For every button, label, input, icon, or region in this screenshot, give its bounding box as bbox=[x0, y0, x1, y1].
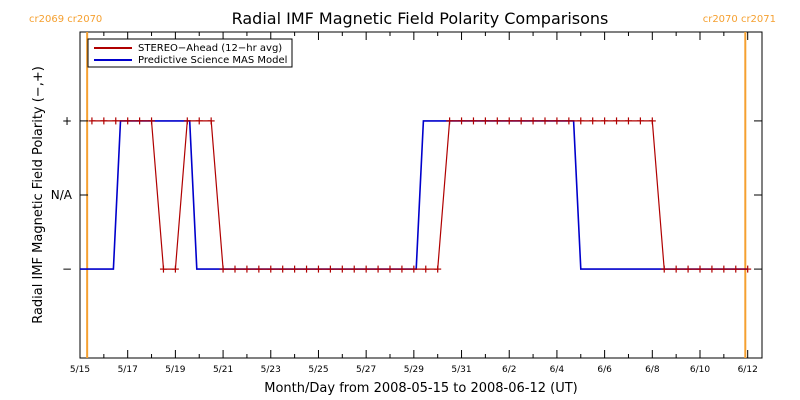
y-tick-label: N/A bbox=[51, 188, 73, 202]
data-point bbox=[398, 265, 406, 273]
data-point bbox=[362, 265, 370, 273]
x-tick-label: 5/25 bbox=[308, 365, 328, 375]
chart-title: Radial IMF Magnetic Field Polarity Compa… bbox=[232, 9, 609, 28]
series-group bbox=[80, 117, 752, 273]
y-tick-labels: − N/A + bbox=[51, 114, 73, 276]
data-point bbox=[207, 117, 215, 125]
data-point bbox=[386, 265, 394, 273]
data-point bbox=[136, 117, 144, 125]
data-point bbox=[171, 265, 179, 273]
data-point bbox=[279, 265, 287, 273]
data-point bbox=[183, 117, 191, 125]
rotation-label-left: cr2069 cr2070 bbox=[29, 14, 102, 25]
legend-label-model: Predictive Science MAS Model bbox=[138, 55, 287, 66]
data-point bbox=[469, 117, 477, 125]
data-point bbox=[243, 265, 251, 273]
data-point bbox=[481, 117, 489, 125]
data-point bbox=[195, 117, 203, 125]
x-tick-label: 6/12 bbox=[738, 365, 758, 375]
data-point bbox=[314, 265, 322, 273]
data-point bbox=[422, 265, 430, 273]
x-tick-label: 5/23 bbox=[261, 365, 281, 375]
x-tick-label: 5/31 bbox=[451, 365, 471, 375]
data-point bbox=[159, 265, 167, 273]
data-point bbox=[100, 117, 108, 125]
y-tick-label: + bbox=[62, 114, 72, 128]
legend-box bbox=[87, 38, 293, 68]
x-tick-label: 5/29 bbox=[404, 365, 424, 375]
data-point bbox=[636, 117, 644, 125]
data-point bbox=[613, 117, 621, 125]
data-point bbox=[648, 117, 656, 125]
data-point bbox=[303, 265, 311, 273]
data-point bbox=[624, 117, 632, 125]
data-point bbox=[410, 265, 418, 273]
data-point bbox=[88, 117, 96, 125]
rotation-lines bbox=[86, 32, 747, 358]
data-point bbox=[517, 117, 525, 125]
data-point bbox=[696, 265, 704, 273]
data-point bbox=[672, 265, 680, 273]
data-point bbox=[219, 265, 227, 273]
data-point bbox=[720, 265, 728, 273]
x-tick-label: 5/15 bbox=[70, 365, 90, 375]
y-tick-label: − bbox=[62, 262, 72, 276]
data-point bbox=[434, 265, 442, 273]
legend: STEREO−Ahead (12−hr avg) Predictive Scie… bbox=[87, 38, 293, 68]
x-tick-label: 5/17 bbox=[118, 365, 138, 375]
x-tick-label: 6/4 bbox=[550, 365, 565, 375]
data-point bbox=[684, 265, 692, 273]
data-point bbox=[589, 117, 597, 125]
x-tick-label: 6/10 bbox=[690, 365, 710, 375]
data-point bbox=[291, 265, 299, 273]
data-point bbox=[660, 265, 668, 273]
x-tick-label: 6/8 bbox=[645, 365, 660, 375]
x-tick-labels: 5/15 5/17 5/19 5/21 5/23 5/25 5/27 5/29 5/31 6/2 6… bbox=[70, 365, 758, 375]
y-axis-label: Radial IMF Magnetic Field Polarity (−,+) bbox=[31, 66, 46, 324]
data-point bbox=[124, 117, 132, 125]
data-point bbox=[541, 117, 549, 125]
x-tick-label: 6/2 bbox=[502, 365, 516, 375]
data-point bbox=[529, 117, 537, 125]
data-point bbox=[565, 117, 573, 125]
data-point bbox=[601, 117, 609, 125]
plot-frame bbox=[79, 31, 763, 359]
data-point bbox=[148, 117, 156, 125]
data-point bbox=[231, 265, 239, 273]
data-point bbox=[338, 265, 346, 273]
data-point bbox=[553, 117, 561, 125]
x-tick-label: 5/27 bbox=[356, 365, 376, 375]
data-point bbox=[505, 117, 513, 125]
rotation-label-right: cr2070 cr2071 bbox=[703, 14, 776, 25]
x-tick-label: 5/21 bbox=[213, 365, 233, 375]
data-point bbox=[458, 117, 466, 125]
data-point bbox=[326, 265, 334, 273]
data-point bbox=[267, 265, 275, 273]
data-point bbox=[493, 117, 501, 125]
data-point bbox=[374, 265, 382, 273]
data-point bbox=[446, 117, 454, 125]
data-point bbox=[744, 265, 752, 273]
legend-label-stereo: STEREO−Ahead (12−hr avg) bbox=[138, 43, 282, 54]
x-tick-label: 6/6 bbox=[597, 365, 612, 375]
data-point bbox=[708, 265, 716, 273]
x-tick-label: 5/19 bbox=[165, 365, 185, 375]
data-point bbox=[112, 117, 120, 125]
data-point bbox=[255, 265, 263, 273]
data-point bbox=[577, 117, 585, 125]
x-axis-label: Month/Day from 2008-05-15 to 2008-06-12 … bbox=[264, 381, 577, 396]
axis-ticks bbox=[79, 32, 762, 358]
data-point bbox=[350, 265, 358, 273]
series-line-model bbox=[80, 120, 748, 270]
data-point bbox=[732, 265, 740, 273]
